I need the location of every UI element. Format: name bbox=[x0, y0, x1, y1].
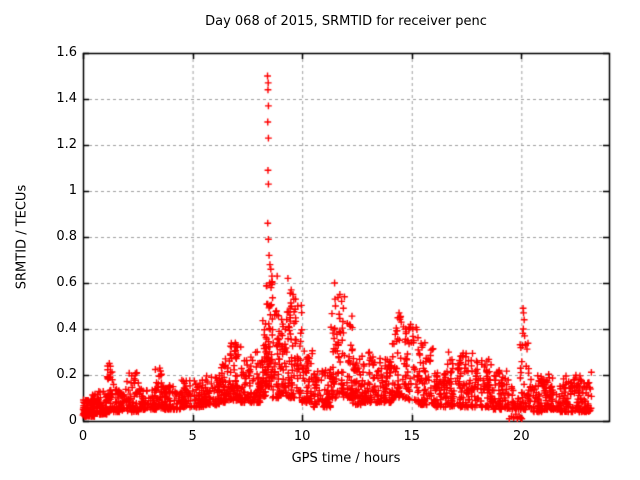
y-tick-label: 0 bbox=[68, 413, 77, 428]
y-tick-label: 0.2 bbox=[56, 367, 77, 382]
y-tick-label: 1.6 bbox=[56, 45, 77, 60]
x-tick-label: 15 bbox=[403, 429, 421, 444]
y-tick-label: 1 bbox=[68, 183, 77, 198]
x-tick-label: 20 bbox=[513, 429, 530, 444]
y-tick-label: 0.4 bbox=[56, 321, 77, 336]
y-tick-label: 1.4 bbox=[56, 91, 77, 106]
y-tick-label: 1.2 bbox=[56, 137, 77, 152]
x-tick-label: 5 bbox=[188, 429, 197, 444]
x-tick-label: 10 bbox=[293, 429, 311, 444]
x-tick-label: 0 bbox=[78, 429, 88, 444]
y-tick-label: 0.6 bbox=[56, 275, 77, 290]
x-axis-label: GPS time / hours bbox=[291, 451, 401, 466]
y-tick-label: 0.8 bbox=[56, 229, 77, 244]
chart-title: Day 068 of 2015, SRMTID for receiver pen… bbox=[205, 14, 487, 29]
